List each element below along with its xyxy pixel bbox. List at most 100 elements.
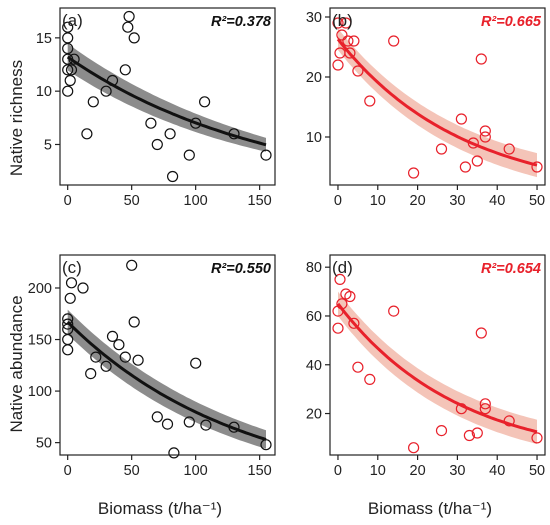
data-point [145, 117, 157, 129]
x-tick-label: 40 [489, 463, 505, 479]
plot-frame [329, 254, 546, 456]
data-point [81, 128, 93, 140]
data-point [62, 344, 74, 356]
data-point [388, 35, 400, 47]
data-point [408, 442, 420, 454]
y-tick-label: 50 [36, 436, 52, 452]
x-tick-label: 0 [334, 193, 342, 209]
data-point [260, 149, 272, 161]
x-tick-label: 10 [370, 193, 386, 209]
data-point [199, 96, 211, 108]
x-tick-label: 0 [64, 463, 72, 479]
data-point [332, 17, 344, 29]
y-tick-label: 100 [28, 384, 52, 400]
x-tick-label: 0 [64, 193, 72, 209]
data-point [503, 143, 515, 155]
data-point [64, 74, 76, 87]
fit-line [66, 320, 267, 441]
data-point [348, 317, 360, 329]
data-point [344, 47, 356, 59]
x-tick-label: 50 [124, 193, 140, 209]
data-point [62, 21, 74, 33]
data-point [260, 439, 272, 451]
data-point [106, 330, 119, 342]
data-point [65, 277, 78, 289]
data-point [336, 298, 348, 310]
data-point [479, 403, 491, 415]
data-point [128, 316, 140, 328]
data-point [475, 53, 487, 65]
data-point [455, 113, 467, 125]
data-point [459, 161, 471, 173]
fit-line [336, 38, 538, 167]
plot-frame [59, 7, 276, 186]
data-point [340, 17, 352, 29]
panel-letter: (a) [62, 11, 83, 30]
y-tick-label: 200 [28, 281, 52, 297]
y-tick-label: 150 [28, 333, 52, 349]
data-point [463, 429, 475, 442]
x-tick-label: 100 [184, 193, 208, 209]
data-point [62, 333, 74, 346]
x-axis-label-left: Biomass (t/ha⁻¹) [98, 499, 222, 518]
data-point [65, 64, 78, 76]
y-tick-label: 5 [44, 137, 52, 153]
data-point [168, 447, 180, 459]
x-axis-label-right: Biomass (t/ha⁻¹) [368, 499, 492, 518]
data-point [467, 137, 479, 149]
data-point [364, 95, 376, 107]
data-point [471, 155, 483, 167]
x-tick-label: 20 [410, 463, 426, 479]
fit-line [66, 55, 267, 147]
data-point [100, 360, 112, 372]
data-point [90, 351, 102, 363]
plot-frame [329, 7, 546, 186]
r-squared-label: R²=0.654 [481, 261, 541, 277]
data-point [85, 368, 97, 380]
data-point [228, 128, 240, 140]
panel-1: 0 10 20 30 40 50 10 20 30 (b) R²=0.665 [306, 7, 546, 209]
x-tick-label: 0 [334, 463, 342, 479]
confidence-band [67, 309, 266, 449]
y-tick-label: 60 [306, 309, 322, 325]
data-point [408, 167, 420, 179]
data-point [167, 170, 179, 183]
data-point [62, 32, 74, 44]
data-point [62, 318, 74, 330]
data-point [332, 59, 344, 71]
data-point [68, 53, 80, 65]
r-squared-label: R²=0.378 [211, 14, 272, 30]
x-tick-label: 50 [529, 193, 545, 209]
plot-frame [59, 254, 276, 456]
data-point [348, 35, 360, 47]
data-point [475, 327, 487, 339]
x-tick-label: 30 [449, 463, 465, 479]
x-tick-label: 40 [489, 193, 505, 209]
data-point [352, 361, 364, 373]
data-point [151, 138, 163, 151]
data-point [471, 427, 483, 439]
x-tick-label: 30 [449, 193, 465, 209]
data-point [161, 418, 174, 430]
data-point [479, 398, 491, 410]
panel-letter: (b) [332, 11, 353, 30]
data-point [336, 29, 348, 41]
panel-0: 0 50 100 150 5 10 15 (a) R²=0.378 [36, 7, 276, 209]
y-tick-label: 30 [306, 10, 322, 26]
r-squared-label: R²=0.665 [481, 14, 542, 30]
r-squared-label: R²=0.550 [211, 261, 271, 277]
data-point [151, 411, 163, 423]
data-point [344, 290, 356, 303]
data-point [62, 64, 74, 76]
data-point [183, 416, 195, 428]
y-tick-label: 10 [306, 130, 322, 146]
y-tick-label: 20 [306, 407, 322, 423]
data-point [132, 354, 144, 366]
x-tick-label: 50 [124, 463, 140, 479]
panel-2: 0 50 100 150 50 100 150 200 (c) R²=0.550 [28, 254, 276, 479]
confidence-band [338, 291, 537, 445]
data-point [388, 305, 400, 317]
y-axis-label-top: Native richness [7, 60, 26, 176]
x-tick-label: 10 [370, 463, 386, 479]
